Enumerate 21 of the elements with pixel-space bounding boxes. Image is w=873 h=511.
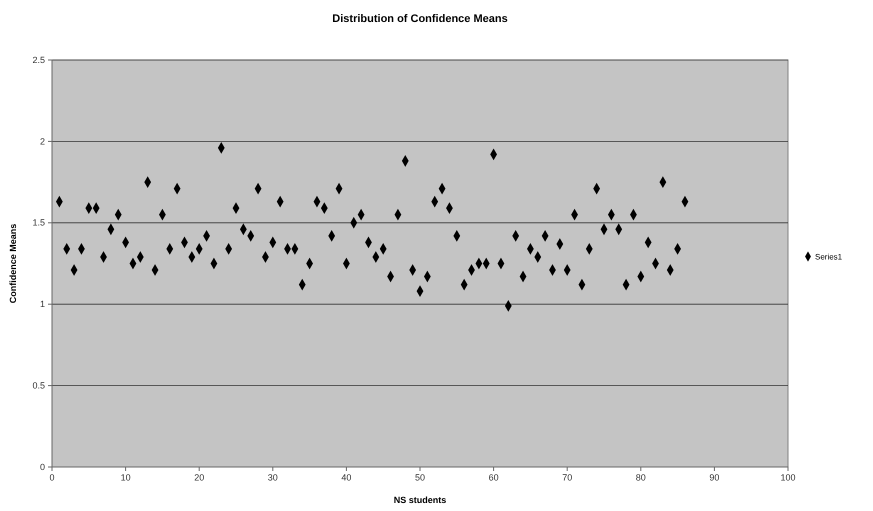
y-tick-label: 0.5 (32, 380, 45, 390)
x-tick-label: 80 (636, 472, 646, 482)
legend-label: Series1 (815, 252, 843, 262)
chart-title: Distribution of Confidence Means (332, 13, 508, 25)
y-axis-title: Confidence Means (8, 224, 18, 304)
y-tick-label: 0 (40, 462, 45, 472)
x-tick-label: 70 (562, 472, 572, 482)
x-axis-title: NS students (394, 495, 446, 505)
y-tick-label: 1.5 (32, 218, 45, 228)
y-tick-label: 2 (40, 136, 45, 146)
x-tick-label: 40 (341, 472, 352, 482)
x-tick-label: 100 (780, 472, 796, 482)
y-tick-label: 2.5 (32, 54, 45, 65)
x-tick-label: 30 (268, 472, 278, 482)
x-tick-label: 90 (709, 472, 720, 482)
y-tick-label: 1 (40, 299, 45, 310)
x-tick-label: 0 (49, 472, 55, 482)
x-tick-label: 60 (488, 472, 499, 482)
x-tick-label: 10 (120, 472, 131, 482)
x-tick-label: 20 (194, 472, 204, 482)
x-tick-label: 50 (414, 472, 426, 482)
